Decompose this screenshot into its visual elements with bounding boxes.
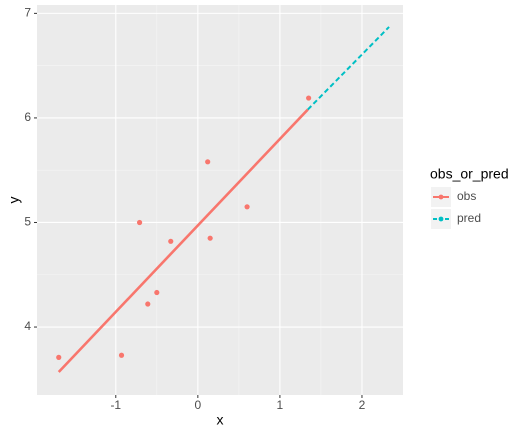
point	[205, 159, 211, 165]
grid	[37, 5, 403, 395]
line	[57, 108, 309, 373]
y-axis-title: y	[6, 197, 22, 204]
point	[168, 238, 174, 244]
x-tick-label: 0	[194, 398, 201, 412]
y-tick-label: 7	[24, 6, 31, 20]
legend-point	[438, 216, 444, 222]
point	[207, 235, 213, 241]
point	[145, 301, 151, 307]
x-tick-label: -1	[110, 398, 121, 412]
line	[307, 26, 390, 111]
y-tick-label: 4	[24, 319, 31, 333]
legend-point	[438, 194, 444, 200]
point	[56, 354, 62, 360]
legend-label: pred	[457, 211, 481, 225]
x-axis-title: x	[217, 412, 224, 428]
y-tick-label: 6	[24, 110, 31, 124]
y-tick-label: 5	[24, 215, 31, 229]
x-tick-label: 2	[359, 398, 366, 412]
marks	[56, 26, 390, 373]
point	[118, 352, 125, 358]
x-tick-label: 1	[277, 398, 284, 412]
legend-label: obs	[457, 189, 476, 203]
point	[136, 219, 143, 226]
point	[306, 95, 312, 101]
point	[244, 204, 250, 210]
point	[154, 289, 160, 296]
legend-title: obs_or_pred	[430, 166, 509, 182]
